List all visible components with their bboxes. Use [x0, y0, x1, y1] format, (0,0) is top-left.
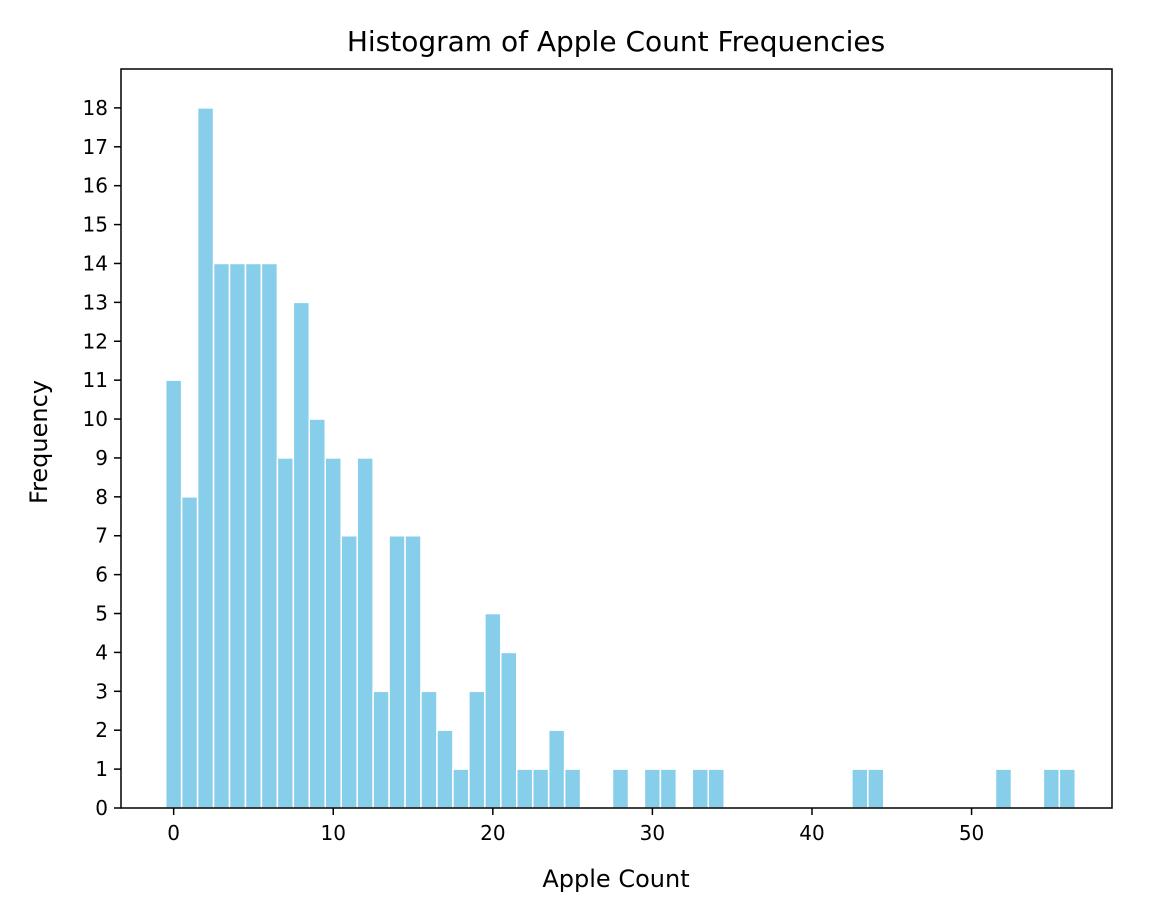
x-tick-label: 50	[959, 821, 984, 845]
histogram-bar	[531, 768, 550, 809]
y-tick-label: 4	[95, 640, 108, 664]
y-tick-label: 16	[83, 174, 108, 198]
y-tick-label: 18	[83, 96, 108, 120]
histogram-bar	[244, 262, 263, 809]
histogram-bar	[659, 768, 678, 809]
histogram-bar	[563, 768, 582, 809]
y-tick-label: 5	[95, 602, 108, 626]
histogram-bar	[500, 651, 518, 809]
histogram-bar	[547, 729, 566, 809]
histogram-bar	[1058, 768, 1077, 809]
y-tick-label: 1	[95, 757, 108, 781]
histogram-bar	[292, 301, 311, 809]
histogram-bar	[436, 729, 454, 809]
histogram-bar	[994, 768, 1013, 809]
x-axis-label: Apple Count	[542, 865, 689, 893]
chart-title: Histogram of Apple Count Frequencies	[347, 25, 885, 58]
histogram-bar	[308, 418, 327, 809]
y-tick-label: 12	[83, 329, 108, 353]
histogram-bar	[180, 496, 199, 809]
y-tick-label: 10	[83, 407, 108, 431]
histogram-bar	[643, 768, 662, 809]
histogram-bar	[356, 457, 374, 809]
y-tick-label: 6	[95, 563, 108, 587]
y-tick-label: 7	[95, 524, 108, 548]
histogram-bar	[276, 457, 295, 809]
histogram-bar	[324, 457, 342, 809]
x-tick-label: 0	[167, 821, 180, 845]
histogram-bar	[452, 768, 470, 809]
histogram-bar	[420, 690, 438, 809]
y-tick-label: 11	[83, 368, 108, 392]
y-tick-label: 0	[95, 796, 108, 820]
histogram-bar	[228, 262, 247, 809]
x-tick-label: 40	[799, 821, 824, 845]
y-tick-label: 2	[95, 718, 108, 742]
histogram-bar	[707, 768, 725, 809]
y-tick-label: 15	[83, 213, 108, 237]
histogram-bar	[468, 690, 486, 809]
histogram-bar	[164, 379, 183, 809]
histogram-bar	[1042, 768, 1061, 809]
histogram-bar	[196, 107, 215, 809]
histogram-bar	[516, 768, 534, 809]
x-tick-label: 10	[321, 821, 346, 845]
y-tick-label: 9	[95, 446, 108, 470]
histogram-bar	[212, 262, 231, 809]
histogram-bar	[611, 768, 630, 809]
histogram-bar	[372, 690, 390, 809]
histogram-bar	[260, 262, 279, 809]
histogram-bar	[691, 768, 710, 809]
x-tick-label: 30	[640, 821, 665, 845]
histogram-bar	[867, 768, 885, 809]
y-tick-label: 13	[83, 290, 108, 314]
histogram-bar	[851, 768, 869, 809]
histogram-bar	[404, 534, 422, 809]
x-tick-label: 20	[480, 821, 505, 845]
histogram-bar	[340, 534, 358, 809]
y-tick-label: 14	[83, 251, 108, 275]
bars-group	[164, 107, 1077, 809]
histogram-bar	[484, 612, 502, 809]
histogram-bar	[388, 534, 406, 809]
x-axis-ticks: 0 10 20 30 40 50	[167, 808, 984, 845]
plot-area-frame	[120, 68, 1113, 809]
y-tick-label: 8	[95, 485, 108, 509]
y-tick-label: 3	[95, 679, 108, 703]
y-axis-label: Frequency	[25, 380, 53, 504]
y-tick-label: 17	[83, 135, 108, 159]
